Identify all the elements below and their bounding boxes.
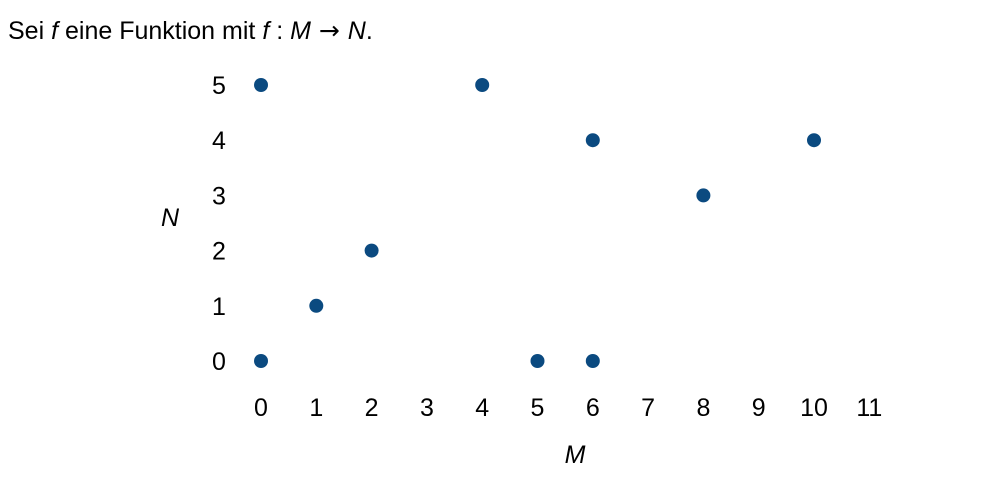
x-tick-label: 2 bbox=[365, 394, 379, 422]
data-point bbox=[530, 354, 545, 368]
y-tick-label: 4 bbox=[212, 127, 226, 155]
data-point bbox=[309, 298, 324, 313]
intro-prefix: Sei bbox=[8, 17, 52, 45]
data-point bbox=[585, 133, 600, 148]
data-point bbox=[364, 243, 379, 258]
x-axis-ticks: 0 1 2 3 4 5 6 7 8 9 10 11 bbox=[254, 394, 882, 422]
x-tick-label: 6 bbox=[586, 394, 600, 422]
y-tick-label: 1 bbox=[212, 293, 226, 321]
x-tick-label: 3 bbox=[420, 394, 434, 422]
x-tick-label: 4 bbox=[475, 394, 489, 422]
y-tick-label: 0 bbox=[212, 348, 226, 376]
x-tick-label: 8 bbox=[696, 394, 710, 422]
maps-to-arrow: → bbox=[310, 16, 348, 45]
intro-sentence: Sei f eine Funktion mit f : M → N. bbox=[8, 14, 373, 48]
x-tick-label: 11 bbox=[856, 394, 882, 422]
x-tick-label: 5 bbox=[531, 394, 545, 422]
x-tick-label: 7 bbox=[641, 394, 655, 422]
intro-middle: eine Funktion mit bbox=[58, 17, 263, 45]
x-axis-label: M bbox=[565, 441, 586, 469]
function-symbol: f bbox=[51, 17, 59, 45]
domain-set-symbol: M bbox=[290, 17, 311, 45]
function-symbol-mapping: f bbox=[262, 17, 270, 45]
y-tick-label: 5 bbox=[212, 72, 226, 100]
y-axis-label: N bbox=[161, 204, 180, 232]
y-tick-label: 2 bbox=[212, 238, 226, 266]
intro-period: . bbox=[365, 17, 373, 45]
data-point bbox=[475, 78, 490, 92]
codomain-set-symbol: N bbox=[347, 17, 366, 45]
data-point bbox=[254, 78, 268, 92]
y-tick-label: 3 bbox=[212, 182, 226, 210]
y-axis-ticks: 0 1 2 3 4 5 bbox=[212, 72, 226, 376]
data-point bbox=[585, 354, 600, 368]
x-tick-label: 9 bbox=[752, 394, 766, 422]
data-point bbox=[807, 133, 821, 148]
x-tick-label: 0 bbox=[254, 394, 268, 422]
data-points bbox=[254, 78, 821, 368]
x-tick-label: 10 bbox=[800, 394, 828, 422]
data-point bbox=[254, 354, 268, 368]
intro-colon: : bbox=[269, 17, 291, 45]
data-point bbox=[696, 188, 711, 203]
x-tick-label: 1 bbox=[309, 394, 323, 422]
